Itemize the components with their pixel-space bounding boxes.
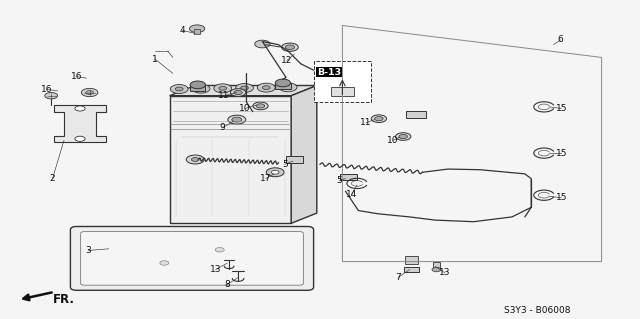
Circle shape [432,267,441,272]
Circle shape [81,88,98,97]
Circle shape [192,84,210,93]
Text: FR.: FR. [52,293,74,306]
Circle shape [191,158,199,161]
Circle shape [190,81,205,89]
Circle shape [189,25,205,33]
Text: 1: 1 [152,55,157,63]
Bar [405,256,418,264]
Circle shape [75,136,85,141]
Circle shape [215,248,224,252]
Text: 14: 14 [346,190,357,199]
Text: 10: 10 [387,136,399,145]
Circle shape [232,117,242,122]
Circle shape [170,85,188,93]
Bar [314,61,371,102]
Circle shape [234,90,243,95]
Text: 5: 5 [282,160,287,169]
Circle shape [255,40,270,48]
Text: B-13: B-13 [317,68,341,77]
Circle shape [257,83,275,92]
Text: 2: 2 [50,174,55,183]
Circle shape [271,170,279,174]
Circle shape [75,106,85,111]
Text: 12: 12 [281,56,292,65]
Circle shape [241,86,248,90]
Circle shape [219,86,227,90]
Text: 10: 10 [239,104,251,113]
Text: 3: 3 [86,246,91,255]
Text: 15: 15 [556,149,567,158]
Circle shape [396,133,411,140]
Circle shape [374,116,383,121]
Text: 8: 8 [225,280,230,289]
Text: 16: 16 [41,85,52,94]
Circle shape [186,155,204,164]
Text: 16: 16 [71,72,83,81]
Text: 6: 6 [558,35,563,44]
Text: 15: 15 [556,193,567,202]
Circle shape [228,115,246,124]
Circle shape [282,43,298,51]
Text: 5: 5 [337,176,342,185]
Bar [170,96,291,223]
Polygon shape [54,105,106,142]
Circle shape [284,85,292,89]
Text: 17: 17 [260,174,271,183]
Circle shape [230,89,246,96]
Text: 13: 13 [210,265,221,274]
Bar [275,83,291,89]
Bar [340,174,357,180]
Circle shape [160,261,169,265]
Text: 9: 9 [220,123,225,132]
Circle shape [86,91,93,94]
Text: S3Y3 - B06008: S3Y3 - B06008 [504,306,571,315]
Text: 7: 7 [396,273,401,282]
Text: 11: 11 [218,91,230,100]
Circle shape [279,83,297,92]
FancyBboxPatch shape [81,232,303,285]
Text: 4: 4 [180,26,185,35]
Bar [433,262,440,269]
Circle shape [197,87,205,91]
Circle shape [266,168,284,177]
Circle shape [175,87,183,91]
Text: 13: 13 [439,268,451,277]
Polygon shape [170,85,317,96]
Circle shape [285,45,294,49]
Bar [404,267,419,272]
Bar [194,29,200,34]
Circle shape [262,86,270,90]
Text: 15: 15 [556,104,567,113]
Circle shape [214,84,232,93]
Circle shape [399,134,408,139]
Bar [406,111,426,118]
Circle shape [45,93,58,99]
Text: 11: 11 [360,118,372,127]
FancyBboxPatch shape [70,226,314,290]
Circle shape [256,104,265,108]
Circle shape [371,115,387,122]
Circle shape [253,102,268,110]
Circle shape [275,79,291,87]
Bar [331,87,354,96]
Polygon shape [291,85,317,223]
Bar [190,85,205,91]
Circle shape [236,84,253,93]
Bar [286,156,303,163]
